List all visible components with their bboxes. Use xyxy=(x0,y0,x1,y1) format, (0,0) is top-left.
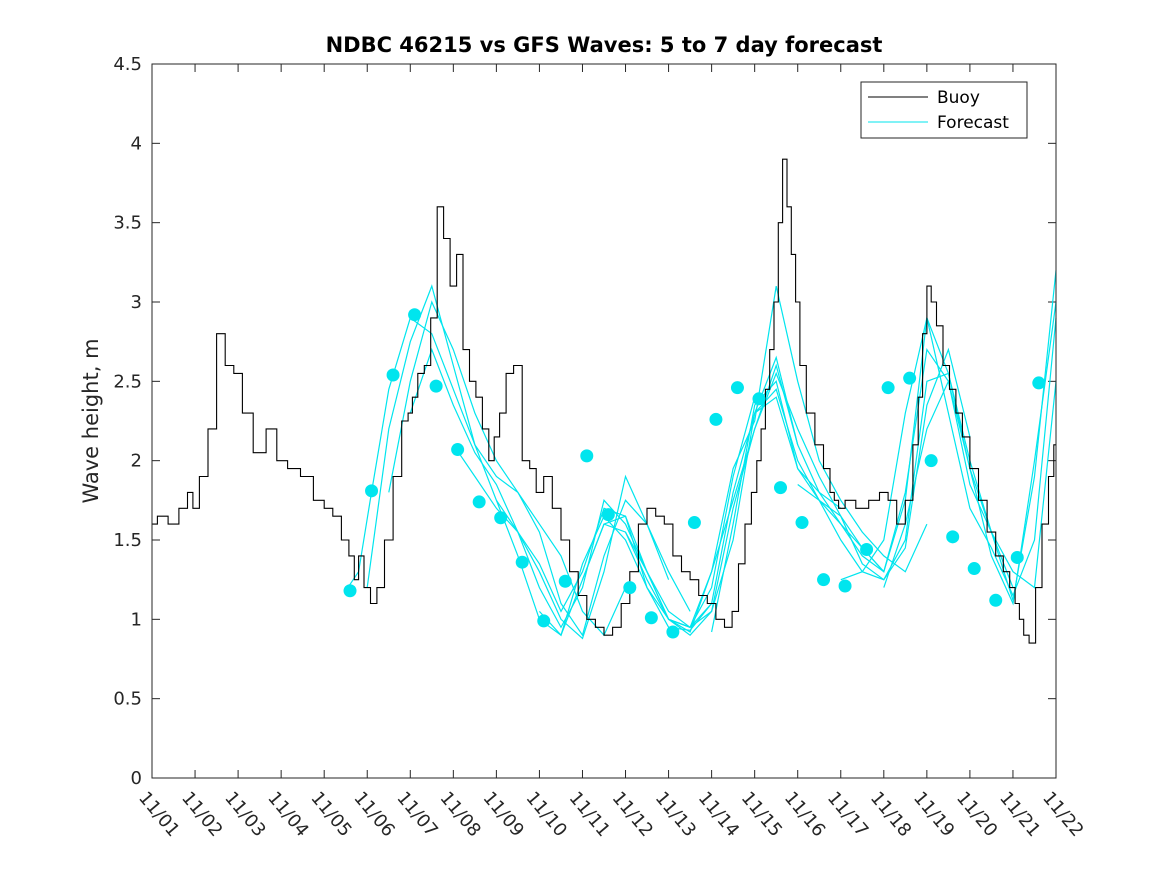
forecast-marker xyxy=(429,379,443,393)
forecast-marker xyxy=(709,412,723,426)
forecast-marker xyxy=(1032,376,1046,390)
x-tick-label: 11/17 xyxy=(823,788,872,841)
forecast-marker xyxy=(730,381,744,395)
forecast-line xyxy=(409,347,713,629)
x-tick-label: 11/03 xyxy=(220,788,269,841)
x-tick-label: 11/19 xyxy=(909,788,958,841)
y-tick-label: 2 xyxy=(131,451,142,472)
y-tick-label: 2.5 xyxy=(113,371,142,392)
x-tick-label: 11/11 xyxy=(565,788,614,841)
forecast-marker xyxy=(903,371,917,385)
x-tick-label: 11/13 xyxy=(651,788,700,841)
y-axis-ticks: 0 0.5 1 1.5 2 2.5 3 3.5 4 4.5 xyxy=(113,54,1056,789)
forecast-marker xyxy=(773,481,787,495)
y-tick-label: 1.5 xyxy=(113,530,142,551)
forecast-marker xyxy=(343,584,357,598)
x-tick-label: 11/07 xyxy=(392,788,441,841)
x-tick-label: 11/16 xyxy=(780,788,829,841)
x-tick-label: 11/21 xyxy=(995,788,1044,841)
legend-box xyxy=(860,81,1028,139)
x-tick-label: 11/18 xyxy=(866,788,915,841)
plot-background xyxy=(152,64,1056,778)
forecast-marker xyxy=(537,614,551,628)
forecast-marker xyxy=(989,593,1003,607)
forecast-marker xyxy=(644,611,658,625)
forecast-marker xyxy=(860,543,874,557)
forecast-line xyxy=(754,347,1057,589)
forecast-marker xyxy=(623,581,637,595)
legend-buoy-label: Buoy xyxy=(937,88,980,108)
x-tick-label: 11/22 xyxy=(1038,788,1087,841)
forecast-marker xyxy=(752,392,766,406)
y-tick-label: 4.5 xyxy=(113,54,142,75)
x-tick-label: 11/04 xyxy=(263,788,312,841)
legend-forecast-label: Forecast xyxy=(937,113,1009,133)
series-layer xyxy=(152,158,1057,644)
y-axis-label: Wave height, m xyxy=(79,338,103,503)
y-tick-label: 4 xyxy=(131,133,142,154)
forecast-marker xyxy=(881,381,895,395)
x-tick-label: 11/15 xyxy=(737,788,786,841)
x-tick-label: 11/12 xyxy=(608,788,657,841)
forecast-marker xyxy=(687,516,701,530)
forecast-marker xyxy=(967,562,981,576)
y-tick-label: 0.5 xyxy=(113,689,142,710)
forecast-marker xyxy=(472,495,486,509)
forecast-line xyxy=(668,347,971,628)
buoy-line xyxy=(152,158,1056,644)
forecast-marker xyxy=(838,579,852,593)
marker-layer xyxy=(343,308,1046,639)
legend: Buoy Forecast xyxy=(860,81,1028,139)
x-tick-label: 11/20 xyxy=(952,788,1001,841)
forecast-marker xyxy=(451,443,465,457)
forecast-marker xyxy=(408,308,422,322)
forecast-marker xyxy=(558,574,572,588)
forecast-marker xyxy=(1010,550,1024,564)
plot-area xyxy=(152,64,1056,778)
x-tick-label: 11/05 xyxy=(306,788,355,841)
forecast-marker xyxy=(817,573,831,587)
y-tick-label: 3 xyxy=(131,292,142,313)
forecast-line xyxy=(624,285,928,633)
x-tick-label: 11/10 xyxy=(522,788,571,841)
forecast-marker xyxy=(580,449,594,463)
y-tick-label: 0 xyxy=(131,768,142,789)
x-tick-label: 11/09 xyxy=(479,788,528,841)
x-tick-label: 11/14 xyxy=(694,788,743,841)
forecast-marker xyxy=(666,625,680,639)
forecast-line xyxy=(581,388,885,632)
forecast-marker xyxy=(365,484,379,498)
chart-title: NDBC 46215 vs GFS Waves: 5 to 7 day fore… xyxy=(326,33,883,57)
x-tick-label: 11/08 xyxy=(436,788,485,841)
y-tick-label: 3.5 xyxy=(113,213,142,234)
x-tick-label: 11/01 xyxy=(134,788,183,841)
forecast-marker xyxy=(601,508,615,522)
y-tick-label: 1 xyxy=(131,609,142,630)
x-tick-label: 11/06 xyxy=(349,788,398,841)
forecast-marker xyxy=(494,511,508,525)
forecast-line xyxy=(388,300,691,637)
forecast-marker xyxy=(795,516,809,530)
forecast-marker xyxy=(386,368,400,382)
plot-frame xyxy=(151,63,1057,779)
forecast-marker xyxy=(924,454,938,468)
forecast-marker xyxy=(515,555,529,569)
x-tick-label: 11/02 xyxy=(177,788,226,841)
forecast-marker xyxy=(946,530,960,544)
